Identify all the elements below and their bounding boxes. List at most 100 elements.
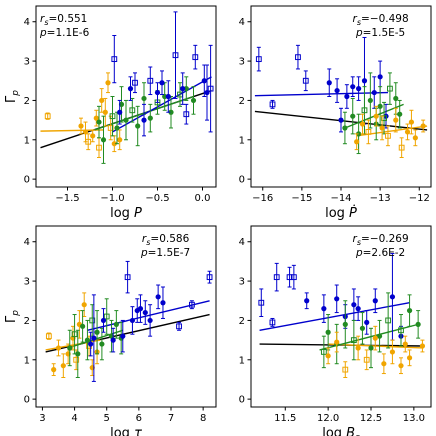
- marker-circle: [381, 361, 387, 367]
- data-point-blue: [129, 306, 136, 335]
- marker-square: [96, 144, 102, 151]
- data-point-orange: [420, 119, 426, 133]
- marker-square: [206, 274, 213, 281]
- marker-circle: [201, 78, 207, 84]
- marker-circle: [393, 95, 399, 102]
- marker-circle: [183, 86, 189, 92]
- data-point-blue: [356, 76, 362, 101]
- data-point-green: [113, 310, 119, 339]
- y-tick-label: 3: [24, 277, 30, 288]
- marker-square: [73, 356, 80, 363]
- data-point-blue: [302, 70, 309, 92]
- data-point-blue: [355, 296, 361, 321]
- marker-square: [89, 317, 96, 324]
- marker-circle: [304, 298, 310, 304]
- marker-circle: [419, 343, 426, 349]
- data-point-orange: [93, 109, 99, 127]
- marker-circle: [100, 317, 107, 324]
- marker-circle: [351, 302, 357, 308]
- x-axis-label: log Ṗ: [325, 205, 357, 221]
- marker-circle: [334, 296, 340, 302]
- data-point-orange: [393, 107, 399, 133]
- marker-square: [320, 349, 327, 355]
- x-tick-label: 11.5: [274, 413, 296, 424]
- data-point-green: [67, 329, 73, 367]
- x-tick-label: 8: [200, 413, 206, 424]
- data-point-green: [397, 99, 403, 129]
- data-point-green: [190, 86, 197, 115]
- data-point-blue: [172, 11, 179, 99]
- plot-area: [40, 11, 214, 164]
- stat-label: p=1.5E-7: [140, 247, 190, 259]
- stat-value: =0.586: [150, 233, 189, 245]
- marker-circle: [84, 337, 91, 343]
- y-axis-label: Γp: [4, 310, 21, 323]
- panel-logBs: 11.5 12.0 12.5 13.0 0 1 2 3 4 log Bs rs=−0.269p=2.…: [239, 225, 432, 436]
- marker-circle: [355, 345, 361, 351]
- x-tick-label: −13: [370, 193, 391, 204]
- marker-square: [302, 77, 309, 84]
- x-tick-label: 0.0: [195, 193, 211, 204]
- data-point-orange: [365, 119, 372, 145]
- data-point-blue: [147, 304, 153, 337]
- data-point-blue: [334, 284, 340, 314]
- data-point-green: [96, 105, 102, 139]
- stat-label: rs=0.551: [40, 13, 87, 27]
- data-point-orange: [355, 335, 361, 361]
- marker-circle: [114, 125, 120, 131]
- data-point-orange: [45, 332, 52, 340]
- marker-square: [147, 77, 154, 84]
- data-point-blue: [371, 76, 377, 109]
- y-tick-label: 4: [239, 17, 245, 28]
- data-point-orange: [81, 292, 87, 317]
- data-point-orange: [381, 353, 387, 375]
- x-tick-label: −1.0: [100, 193, 124, 204]
- data-point-blue: [155, 284, 161, 310]
- data-point-orange: [373, 105, 379, 127]
- marker-square: [45, 333, 52, 340]
- marker-square: [269, 101, 276, 108]
- marker-circle: [342, 125, 348, 131]
- marker-circle: [334, 87, 340, 94]
- y-tick-label: 4: [239, 237, 245, 248]
- data-point-green: [325, 314, 331, 351]
- data-point-green: [168, 96, 174, 129]
- data-point-blue: [100, 308, 107, 333]
- data-point-orange: [408, 109, 415, 135]
- marker-circle: [321, 306, 327, 312]
- data-point-green: [94, 310, 100, 355]
- data-point-blue: [192, 44, 199, 70]
- x-axis-label: log Bs: [322, 426, 360, 436]
- data-point-green: [359, 312, 366, 345]
- data-point-blue: [120, 319, 126, 353]
- axes-frame: [250, 225, 432, 408]
- x-tick-label: −14: [330, 193, 351, 204]
- data-point-green: [398, 314, 404, 347]
- y-axis-label: Γp: [4, 90, 21, 103]
- data-point-blue: [351, 288, 357, 321]
- y-tick-label: 3: [239, 57, 245, 68]
- marker-circle: [67, 345, 73, 351]
- data-point-blue: [188, 300, 195, 310]
- label-symbol: τ: [134, 426, 142, 436]
- marker-circle: [368, 345, 374, 351]
- data-point-blue: [286, 266, 293, 288]
- subscript: p: [11, 310, 21, 317]
- marker-circle: [342, 321, 348, 327]
- x-tick-label: −12: [409, 193, 430, 204]
- data-point-orange: [389, 339, 396, 365]
- marker-square: [387, 85, 393, 92]
- marker-square: [286, 274, 293, 281]
- marker-circle: [129, 317, 136, 324]
- subscript: s: [146, 238, 150, 247]
- marker-square: [111, 56, 118, 63]
- data-point-blue: [183, 103, 190, 125]
- x-tick-label: 5: [104, 413, 110, 424]
- data-point-orange: [96, 137, 102, 158]
- data-point-blue: [154, 82, 161, 103]
- fit-line-blue: [259, 302, 410, 331]
- marker-square: [176, 323, 182, 330]
- marker-circle: [402, 341, 408, 347]
- marker-circle: [155, 294, 161, 300]
